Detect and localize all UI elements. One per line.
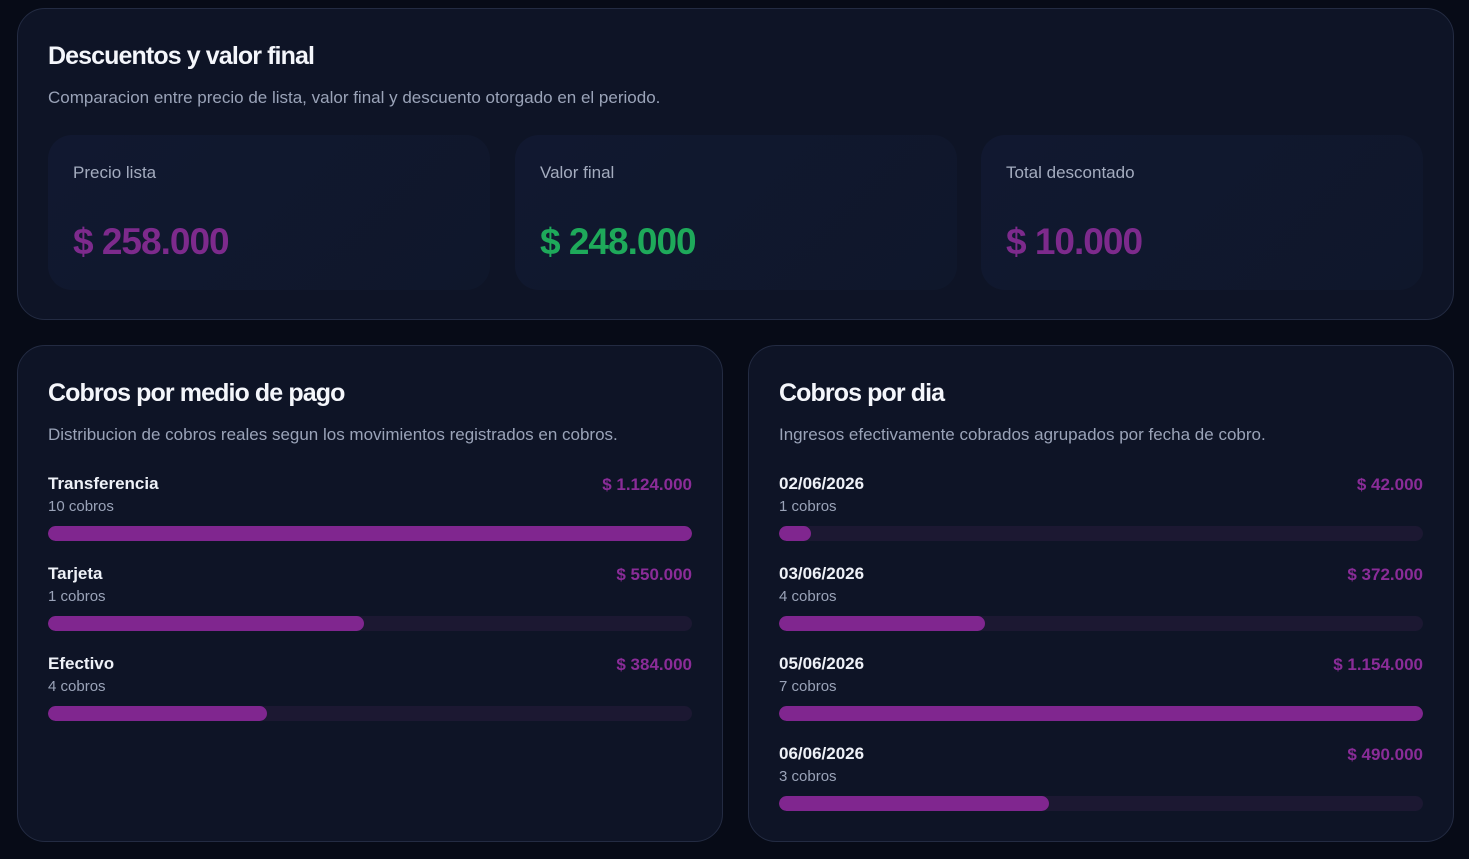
item-amount: $ 550.000 — [616, 565, 692, 584]
metric-label: Total descontado — [1006, 163, 1135, 182]
progress-fill — [779, 796, 1050, 811]
item-name: Efectivo — [48, 654, 115, 673]
item-amount: $ 384.000 — [616, 655, 692, 674]
progress-track — [48, 706, 692, 721]
item-count: 1 cobros — [779, 498, 837, 515]
progress-track — [779, 706, 1423, 721]
list-item: Transferencia 10 cobros $ 1.124.000 — [48, 474, 692, 564]
item-name: 05/06/2026 — [779, 654, 865, 673]
progress-track — [48, 616, 692, 631]
list-item: 06/06/2026 3 cobros $ 490.000 — [779, 744, 1423, 834]
daily-title: Cobros por dia — [779, 379, 945, 407]
metric-total-descontado: Total descontado $ 10.000 — [981, 135, 1423, 290]
progress-fill — [48, 706, 267, 721]
progress-track — [779, 526, 1423, 541]
item-amount: $ 490.000 — [1347, 745, 1423, 764]
metric-valor-final: Valor final $ 248.000 — [515, 135, 957, 290]
item-amount: $ 1.154.000 — [1333, 655, 1423, 674]
progress-fill — [779, 526, 812, 541]
item-amount: $ 372.000 — [1347, 565, 1423, 584]
metric-value: $ 258.000 — [73, 221, 230, 262]
progress-fill — [48, 526, 692, 541]
progress-track — [779, 796, 1423, 811]
list-item: 05/06/2026 7 cobros $ 1.154.000 — [779, 654, 1423, 744]
item-name: 03/06/2026 — [779, 564, 865, 583]
item-count: 3 cobros — [779, 768, 837, 785]
metric-value: $ 10.000 — [1006, 221, 1143, 262]
list-item: Efectivo 4 cobros $ 384.000 — [48, 654, 692, 744]
payment-methods-subtitle: Distribucion de cobros reales segun los … — [48, 425, 618, 444]
metric-precio-lista: Precio lista $ 258.000 — [48, 135, 490, 290]
item-name: 02/06/2026 — [779, 474, 865, 493]
item-amount: $ 42.000 — [1356, 475, 1423, 494]
item-count: 1 cobros — [48, 588, 106, 605]
progress-fill — [779, 616, 986, 631]
discounts-card: Descuentos y valor final Comparacion ent… — [17, 8, 1454, 320]
discounts-title: Descuentos y valor final — [48, 42, 315, 70]
daily-subtitle: Ingresos efectivamente cobrados agrupado… — [779, 425, 1266, 444]
list-item: Tarjeta 1 cobros $ 550.000 — [48, 564, 692, 654]
payment-methods-title: Cobros por medio de pago — [48, 379, 345, 407]
item-count: 10 cobros — [48, 498, 114, 515]
item-name: Transferencia — [48, 474, 159, 493]
payment-methods-list: Transferencia 10 cobros $ 1.124.000 Tarj… — [48, 474, 692, 744]
daily-list: 02/06/2026 1 cobros $ 42.000 03/06/2026 … — [779, 474, 1423, 834]
payment-methods-card: Cobros por medio de pago Distribucion de… — [17, 345, 723, 842]
metric-label: Precio lista — [73, 163, 157, 182]
item-name: Tarjeta — [48, 564, 103, 583]
item-count: 7 cobros — [779, 678, 837, 695]
progress-fill — [48, 616, 364, 631]
item-name: 06/06/2026 — [779, 744, 865, 763]
discounts-subtitle: Comparacion entre precio de lista, valor… — [48, 88, 661, 107]
progress-track — [48, 526, 692, 541]
metric-label: Valor final — [540, 163, 615, 182]
item-count: 4 cobros — [779, 588, 837, 605]
list-item: 02/06/2026 1 cobros $ 42.000 — [779, 474, 1423, 564]
list-item: 03/06/2026 4 cobros $ 372.000 — [779, 564, 1423, 654]
item-amount: $ 1.124.000 — [602, 475, 692, 494]
progress-fill — [779, 706, 1423, 721]
metric-value: $ 248.000 — [540, 221, 697, 262]
item-count: 4 cobros — [48, 678, 106, 695]
daily-card: Cobros por dia Ingresos efectivamente co… — [748, 345, 1454, 842]
progress-track — [779, 616, 1423, 631]
